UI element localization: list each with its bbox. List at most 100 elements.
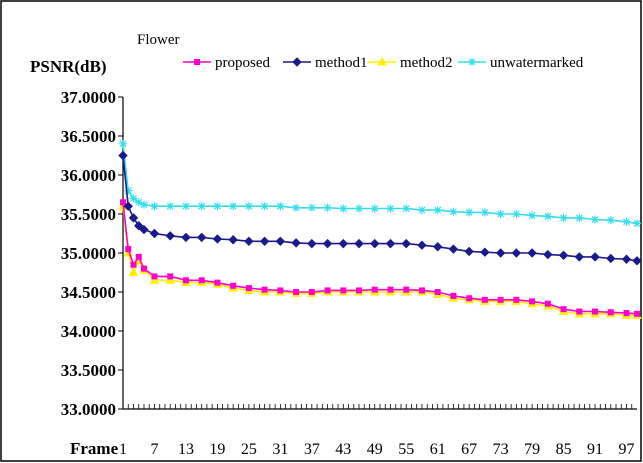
data-point xyxy=(212,234,223,244)
data-point xyxy=(165,231,175,241)
data-point xyxy=(149,228,160,239)
data-point xyxy=(606,253,616,264)
data-point xyxy=(632,256,642,266)
data-point xyxy=(275,236,286,247)
series-proposed xyxy=(120,199,640,317)
data-point xyxy=(544,300,551,307)
data-point xyxy=(140,265,147,272)
data-point xyxy=(229,202,238,211)
x-tick-label: 13 xyxy=(178,441,194,458)
data-point xyxy=(418,287,425,294)
data-point xyxy=(403,286,410,293)
data-point xyxy=(260,202,269,211)
data-point xyxy=(607,309,614,316)
data-point xyxy=(322,238,333,249)
data-point xyxy=(151,273,158,280)
legend-item-proposed: proposed xyxy=(183,55,270,71)
x-tick-label: 61 xyxy=(430,441,446,458)
data-point xyxy=(119,139,127,148)
data-point xyxy=(167,273,174,280)
x-axis-label: Frame xyxy=(70,439,119,458)
data-point xyxy=(512,210,521,218)
x-tick-label: 25 xyxy=(241,441,257,458)
data-point xyxy=(402,204,411,213)
y-tick-label: 36.5000 xyxy=(61,127,116,146)
data-point xyxy=(261,286,268,293)
data-point xyxy=(181,232,191,243)
data-point xyxy=(621,254,632,264)
data-point xyxy=(633,219,641,228)
data-point xyxy=(230,282,237,289)
data-point xyxy=(529,298,536,305)
data-point xyxy=(468,58,476,66)
data-point xyxy=(228,235,238,245)
y-tick-label: 35.0000 xyxy=(61,244,116,263)
data-point xyxy=(480,208,489,217)
data-point xyxy=(591,215,600,224)
data-point xyxy=(244,202,253,211)
data-point xyxy=(339,204,348,213)
x-tick-label: 31 xyxy=(272,441,288,458)
y-tick-label: 36.0000 xyxy=(61,166,116,185)
legend-item-unwatermarked: unwatermarked xyxy=(458,55,584,71)
data-point xyxy=(558,250,569,261)
data-point xyxy=(481,296,488,303)
legend-item-method1: method1 xyxy=(283,55,368,71)
y-tick-label: 33.5000 xyxy=(61,361,116,380)
data-point xyxy=(324,287,331,294)
data-point xyxy=(124,186,133,195)
y-tick-label: 34.0000 xyxy=(61,322,116,341)
data-point xyxy=(450,292,457,299)
x-tick-label: 37 xyxy=(304,441,320,458)
x-tick-label: 67 xyxy=(461,441,477,458)
data-point xyxy=(182,277,189,284)
data-point xyxy=(149,275,160,284)
data-point xyxy=(386,204,395,213)
data-point xyxy=(417,240,427,250)
data-point xyxy=(135,253,142,260)
x-tick-label: 43 xyxy=(335,441,351,458)
data-point xyxy=(245,285,252,292)
series-method1 xyxy=(118,150,642,266)
x-tick-label: 73 xyxy=(493,441,509,458)
data-point xyxy=(606,216,615,225)
data-point xyxy=(576,308,583,315)
data-point xyxy=(130,261,137,268)
data-point xyxy=(574,252,585,262)
data-point xyxy=(259,236,270,247)
data-point xyxy=(166,202,175,211)
data-point xyxy=(338,238,348,249)
data-point xyxy=(118,150,128,161)
data-point xyxy=(150,202,159,211)
data-point xyxy=(385,238,396,249)
data-point xyxy=(198,277,205,284)
legend: proposed method1 method2 unwatermarked xyxy=(183,55,584,71)
data-point xyxy=(244,236,254,247)
data-point xyxy=(417,206,426,215)
data-point xyxy=(513,296,520,303)
data-point xyxy=(527,248,537,258)
data-point xyxy=(355,204,364,213)
data-point xyxy=(634,310,640,317)
data-point xyxy=(465,208,474,217)
x-tick-label: 85 xyxy=(556,441,572,458)
data-point xyxy=(128,213,139,223)
x-tick-label: 19 xyxy=(209,441,225,458)
data-point xyxy=(194,59,200,65)
data-point xyxy=(356,287,363,294)
x-tick-label: 79 xyxy=(524,441,540,458)
y-axis-label: PSNR(dB) xyxy=(30,57,107,76)
data-point xyxy=(139,200,148,209)
data-point xyxy=(307,238,317,249)
data-point xyxy=(590,252,600,262)
x-tick-label: 91 xyxy=(587,441,603,458)
chart-title: Flower xyxy=(137,32,180,48)
data-point xyxy=(370,204,379,213)
data-point xyxy=(340,287,347,294)
legend-label: proposed xyxy=(215,55,270,71)
data-point xyxy=(496,210,505,218)
